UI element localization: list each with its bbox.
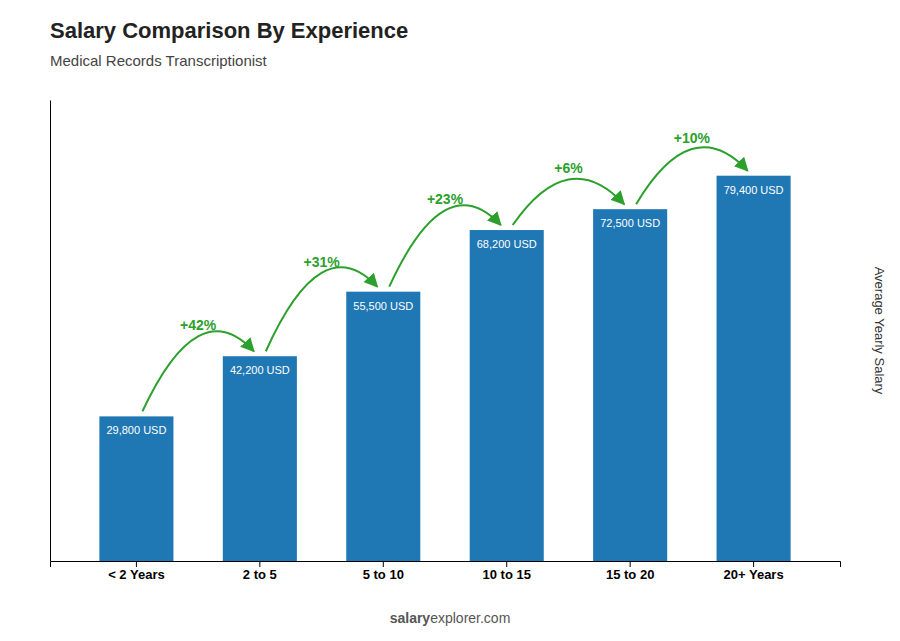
bars [99,176,790,561]
data-label: 55,500 USD [353,300,413,312]
x-axis: < 2 Years 2 to 5 5 to 10 10 to 15 15 to 20 20… [51,561,841,582]
x-tick-mark [383,561,384,567]
title: Salary Comparison By Experience [50,18,408,43]
data-label: 29,800 USD [106,424,166,436]
watermark-part: explorer.com [430,610,510,626]
x-axis-line [51,562,841,568]
annotations: +42% +31% +23% +6% +10% [142,130,747,411]
x-tick: 20+ Years [724,561,784,582]
x-tick-label: 20+ Years [724,567,784,582]
bar [470,230,544,561]
bar [717,176,791,561]
x-tick: 15 to 20 [606,561,654,582]
change-arrow [513,179,624,225]
change-label: +23% [427,191,464,207]
change-arrow [636,147,747,204]
x-tick: 10 to 15 [483,561,531,582]
bar [99,416,173,561]
change-label: +6% [554,160,583,176]
x-tick-mark [630,561,631,567]
data-label: 42,200 USD [230,364,290,376]
change-arrow [266,267,377,351]
change-arrow [142,331,253,411]
bar [593,209,667,561]
x-tick: 2 to 5 [243,561,277,582]
watermark: salaryexplorer.com [390,610,511,626]
change-label: +42% [180,317,217,333]
x-tick-label: 2 to 5 [243,567,277,582]
change-label: +10% [674,130,711,146]
x-tick-label: 10 to 15 [483,567,531,582]
chart: Salary Comparison By Experience Medical R… [0,0,900,641]
data-label: 72,500 USD [600,217,660,229]
x-tick-label: 15 to 20 [606,567,654,582]
y-axis [50,101,51,562]
x-tick-label: < 2 Years [108,567,165,582]
bar [346,292,420,561]
subtitle: Medical Records Transcriptionist [50,52,268,69]
x-tick: < 2 Years [108,561,165,582]
data-label: 68,200 USD [477,238,537,250]
x-tick-label: 5 to 10 [363,567,404,582]
x-tick-mark [753,561,754,567]
change-label: +31% [303,254,340,270]
x-tick-mark [259,561,260,567]
bar [223,356,297,561]
change-arrow [389,205,500,286]
watermark-part: salary [390,610,431,626]
y-axis-title: Average Yearly Salary [872,267,887,395]
y-axis-line [50,101,51,562]
data-label: 79,400 USD [724,184,784,196]
x-tick-mark [506,561,507,567]
data-labels: 29,800 USD 42,200 USD 55,500 USD 68,200 USD… [106,184,783,437]
x-tick: 5 to 10 [363,561,404,582]
x-tick-mark [136,561,137,567]
plot: < 2 Years 2 to 5 5 to 10 10 to 15 15 to 20 20… [51,101,841,583]
